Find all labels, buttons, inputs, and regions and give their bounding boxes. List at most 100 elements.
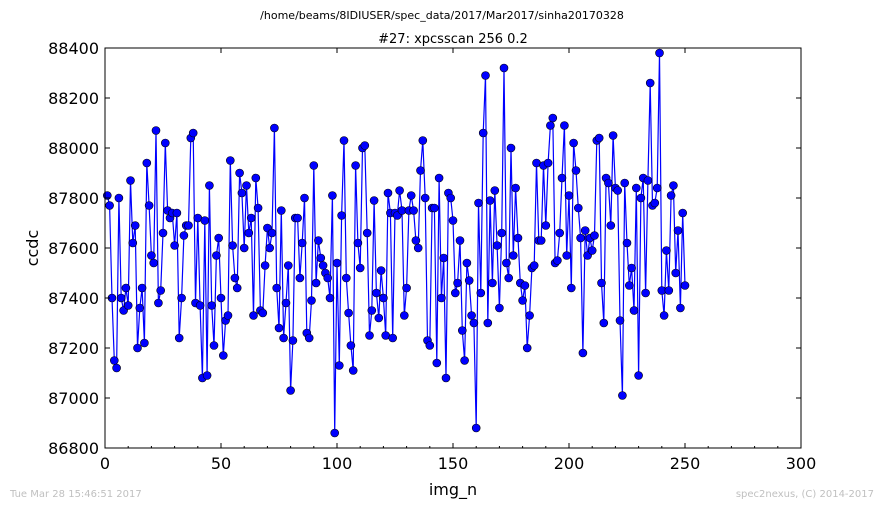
- data-point: [627, 263, 636, 273]
- data-point: [432, 358, 442, 368]
- data-point: [300, 193, 309, 203]
- x-tick-label: 200: [554, 454, 585, 473]
- data-point: [383, 188, 393, 198]
- data-point: [253, 203, 263, 213]
- data-point: [202, 371, 212, 380]
- data-point: [562, 251, 572, 260]
- y-tick-label: 87600: [48, 239, 99, 258]
- chart-title: #27: xpcsscan 256 0.2: [378, 32, 528, 47]
- data-point: [272, 283, 282, 293]
- data-point: [457, 326, 467, 335]
- data-point: [599, 318, 609, 328]
- data-point: [267, 228, 277, 238]
- data-point: [283, 261, 293, 270]
- data-point: [666, 191, 676, 200]
- data-point: [560, 121, 569, 130]
- data-point: [116, 293, 126, 303]
- data-point: [566, 283, 576, 293]
- data-point: [205, 181, 214, 190]
- data-point: [606, 221, 616, 230]
- data-point: [502, 258, 511, 268]
- data-point: [374, 313, 384, 323]
- data-point: [147, 251, 156, 260]
- data-point: [469, 318, 479, 328]
- data-point: [360, 141, 370, 150]
- data-point: [573, 203, 583, 213]
- data-point: [659, 311, 669, 320]
- plot-frame: [104, 47, 802, 449]
- data-point: [126, 176, 135, 185]
- data-point: [304, 333, 314, 343]
- x-tick-label: 150: [438, 454, 469, 473]
- data-point: [634, 371, 643, 380]
- data-point: [402, 283, 411, 293]
- data-point: [587, 246, 597, 255]
- data-point: [161, 138, 170, 148]
- data-point: [580, 226, 590, 235]
- data-point: [636, 193, 646, 203]
- data-point: [629, 306, 639, 315]
- data-point: [207, 301, 216, 310]
- data-point: [260, 261, 270, 270]
- x-tick-label: 300: [786, 454, 817, 473]
- x-tick-label: 50: [211, 454, 231, 473]
- data-point: [367, 306, 377, 315]
- data-point: [251, 173, 261, 183]
- data-point: [323, 273, 333, 283]
- data-point: [140, 338, 149, 348]
- data-point: [453, 278, 462, 288]
- data-point: [624, 281, 634, 290]
- data-point: [476, 288, 486, 298]
- data-point: [307, 296, 316, 305]
- data-point: [128, 238, 138, 248]
- data-point: [179, 231, 189, 240]
- data-point: [130, 221, 140, 230]
- data-point: [281, 298, 291, 308]
- data-point: [311, 278, 321, 288]
- data-point: [664, 286, 674, 295]
- data-point: [151, 126, 161, 135]
- plot-area: [103, 47, 802, 449]
- y-axis-label: ccdc: [23, 230, 42, 267]
- data-point: [643, 176, 653, 185]
- x-tick-label: 100: [322, 454, 353, 473]
- data-point: [418, 136, 428, 145]
- data-point: [288, 336, 298, 345]
- data-point: [434, 173, 444, 183]
- data-point: [490, 186, 500, 195]
- data-point: [212, 251, 221, 260]
- data-point: [520, 281, 530, 290]
- data-point: [154, 298, 163, 308]
- data-point: [379, 293, 388, 303]
- footer-timestamp: Tue Mar 28 15:46:51 2017: [10, 489, 142, 500]
- data-point: [265, 243, 275, 253]
- data-point: [318, 261, 328, 270]
- y-tick-label: 87000: [48, 389, 99, 408]
- data-point: [564, 191, 574, 200]
- y-tick-label: 87400: [48, 289, 99, 308]
- data-point: [622, 238, 632, 248]
- data-point: [341, 273, 351, 283]
- data-point: [314, 236, 323, 245]
- data-point: [662, 246, 671, 255]
- data-point: [485, 196, 495, 205]
- data-point: [339, 136, 349, 145]
- data-point: [279, 333, 288, 343]
- data-point: [409, 206, 418, 215]
- data-point: [274, 323, 284, 333]
- data-point: [620, 178, 630, 188]
- data-point: [270, 123, 279, 133]
- data-point: [497, 228, 507, 238]
- data-point: [149, 258, 158, 268]
- data-point: [467, 311, 476, 320]
- data-point: [671, 268, 681, 278]
- data-point: [483, 318, 493, 328]
- footer-credit: spec2nexus, (C) 2014-2017: [735, 489, 874, 500]
- data-point: [223, 311, 233, 320]
- y-tick-label: 86800: [48, 439, 99, 458]
- data-point: [650, 198, 660, 208]
- data-point: [673, 226, 683, 235]
- data-point: [478, 128, 488, 138]
- x-axis-label: img_n: [429, 480, 477, 500]
- data-point: [200, 216, 210, 225]
